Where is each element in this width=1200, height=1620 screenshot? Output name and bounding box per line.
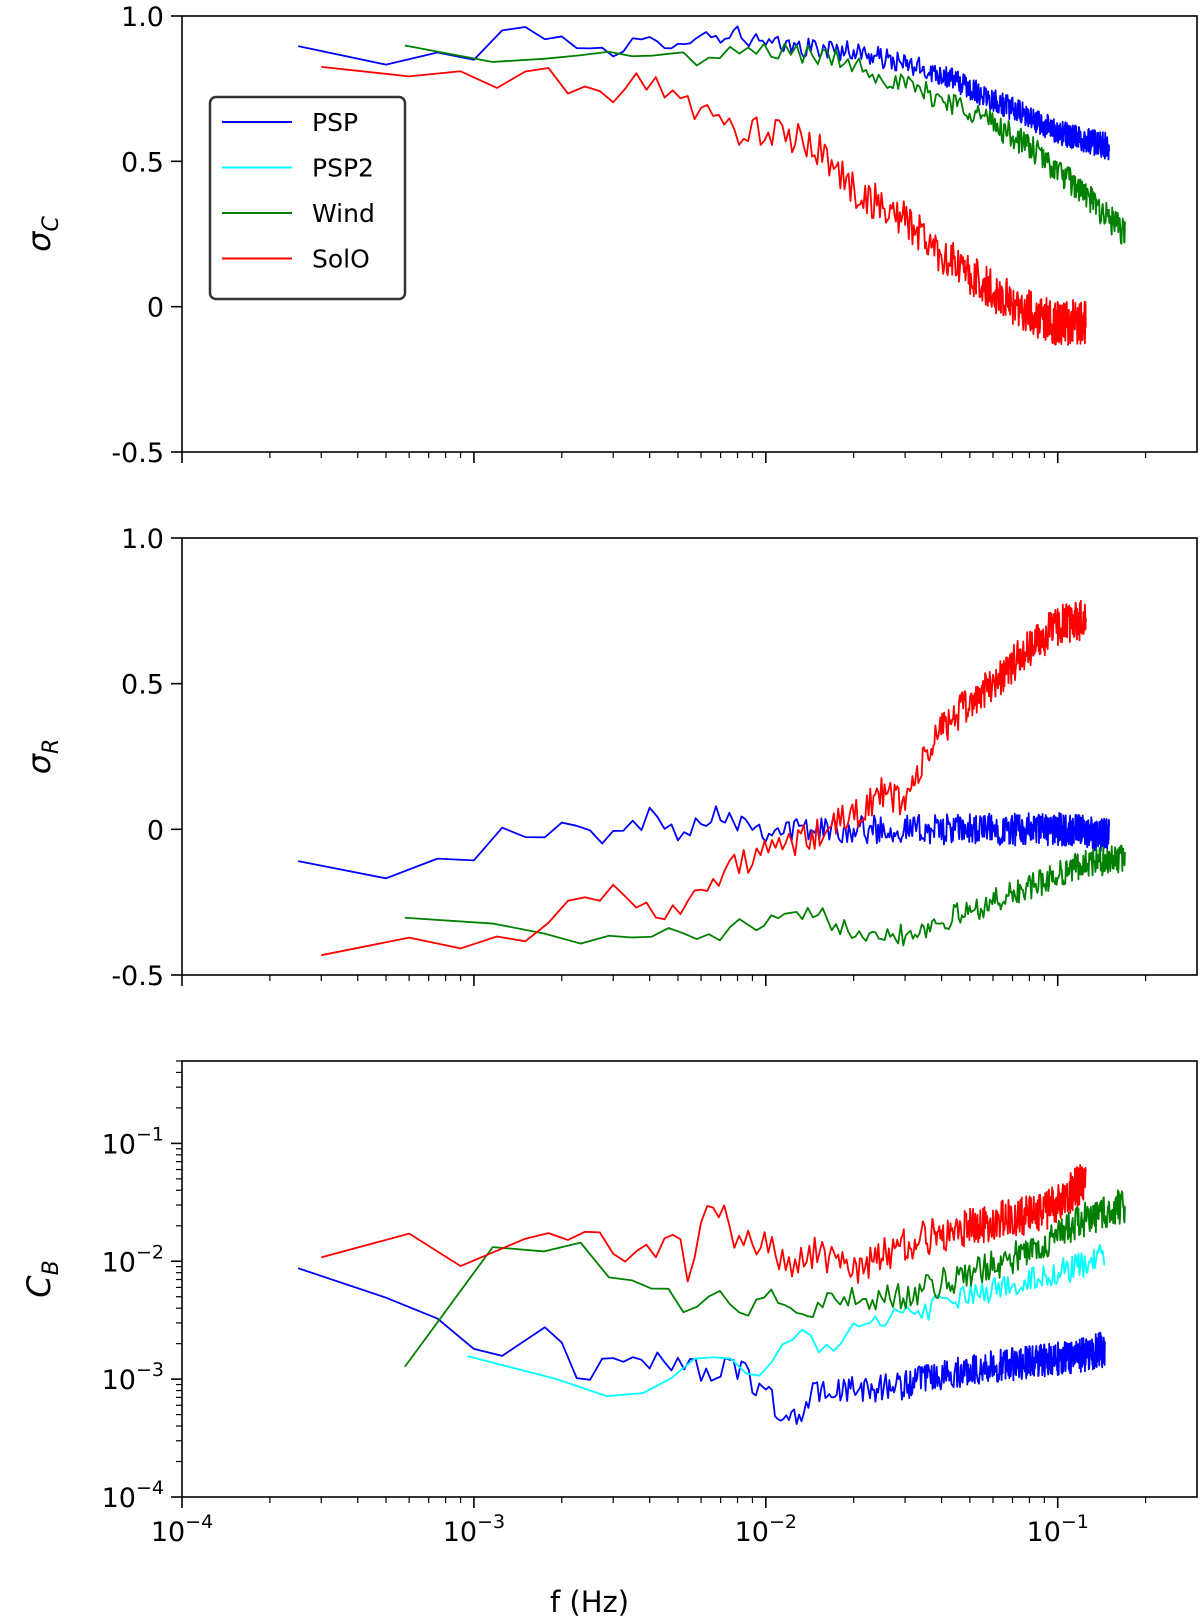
- cb-panel: 10−4 10−3 10−2 10−1 CB 10−4 10−3 10−2 10−1 f (Hz): [20, 1060, 1198, 1619]
- legend-box: [208, 95, 407, 301]
- sigma-r-panel: -0.5 0 0.5 1.0 σR: [20, 524, 1198, 992]
- series-line-wind: [404, 844, 1126, 947]
- legend-label-psp2: PSP2: [312, 154, 374, 183]
- series-group: [297, 1164, 1126, 1425]
- x-tick-label: 10−2: [735, 1511, 797, 1548]
- series-group: [297, 25, 1126, 346]
- legend: PSP PSP2 Wind SolO: [208, 95, 407, 301]
- series-line-psp2: [467, 1244, 1106, 1398]
- series-line-solo: [321, 66, 1087, 346]
- series-line-psp: [297, 25, 1111, 161]
- axes-frame: [181, 537, 1198, 976]
- series-line-solo: [321, 599, 1087, 957]
- y-tick-label: 10−2: [102, 1241, 164, 1278]
- x-tick-label: 10−3: [443, 1511, 505, 1548]
- y-tick-label: 0.5: [121, 147, 164, 178]
- series-group: [297, 599, 1126, 957]
- y-axis-label: CB: [20, 1260, 64, 1297]
- y-tick-label: 10−1: [102, 1123, 164, 1160]
- y-tick-label: -0.5: [111, 438, 164, 469]
- y-tick-label: 1.0: [121, 524, 164, 555]
- legend-label-wind: Wind: [312, 199, 375, 228]
- y-axis-label: σR: [20, 739, 64, 775]
- series-line-psp: [297, 805, 1111, 880]
- legend-label-solo: SolO: [312, 245, 370, 274]
- axes-frame: [181, 15, 1198, 453]
- y-tick-label: 0.5: [121, 670, 164, 701]
- y-tick-label: 0: [147, 815, 164, 846]
- series-line-psp: [297, 1267, 1106, 1425]
- legend-label-psp: PSP: [312, 108, 358, 137]
- y-tick-label: 1.0: [121, 2, 164, 33]
- y-tick-label: 10−4: [102, 1477, 164, 1514]
- x-tick-label: 10−4: [151, 1511, 213, 1548]
- series-line-solo: [321, 1164, 1087, 1284]
- y-tick-label: 10−3: [102, 1359, 164, 1396]
- series-line-wind: [404, 1189, 1126, 1368]
- x-tick-label: 10−1: [1027, 1511, 1089, 1548]
- y-tick-label: -0.5: [111, 961, 164, 992]
- sigma-c-panel: -0.5 0 0.5 1.0 σC PSP PSP2 Wind SolO: [20, 2, 1198, 469]
- axes-frame: [181, 1060, 1198, 1498]
- y-tick-label: 0: [147, 293, 164, 324]
- series-line-wind: [404, 42, 1126, 245]
- x-axis-label: f (Hz): [550, 1585, 629, 1619]
- y-axis-label: σC: [20, 216, 64, 252]
